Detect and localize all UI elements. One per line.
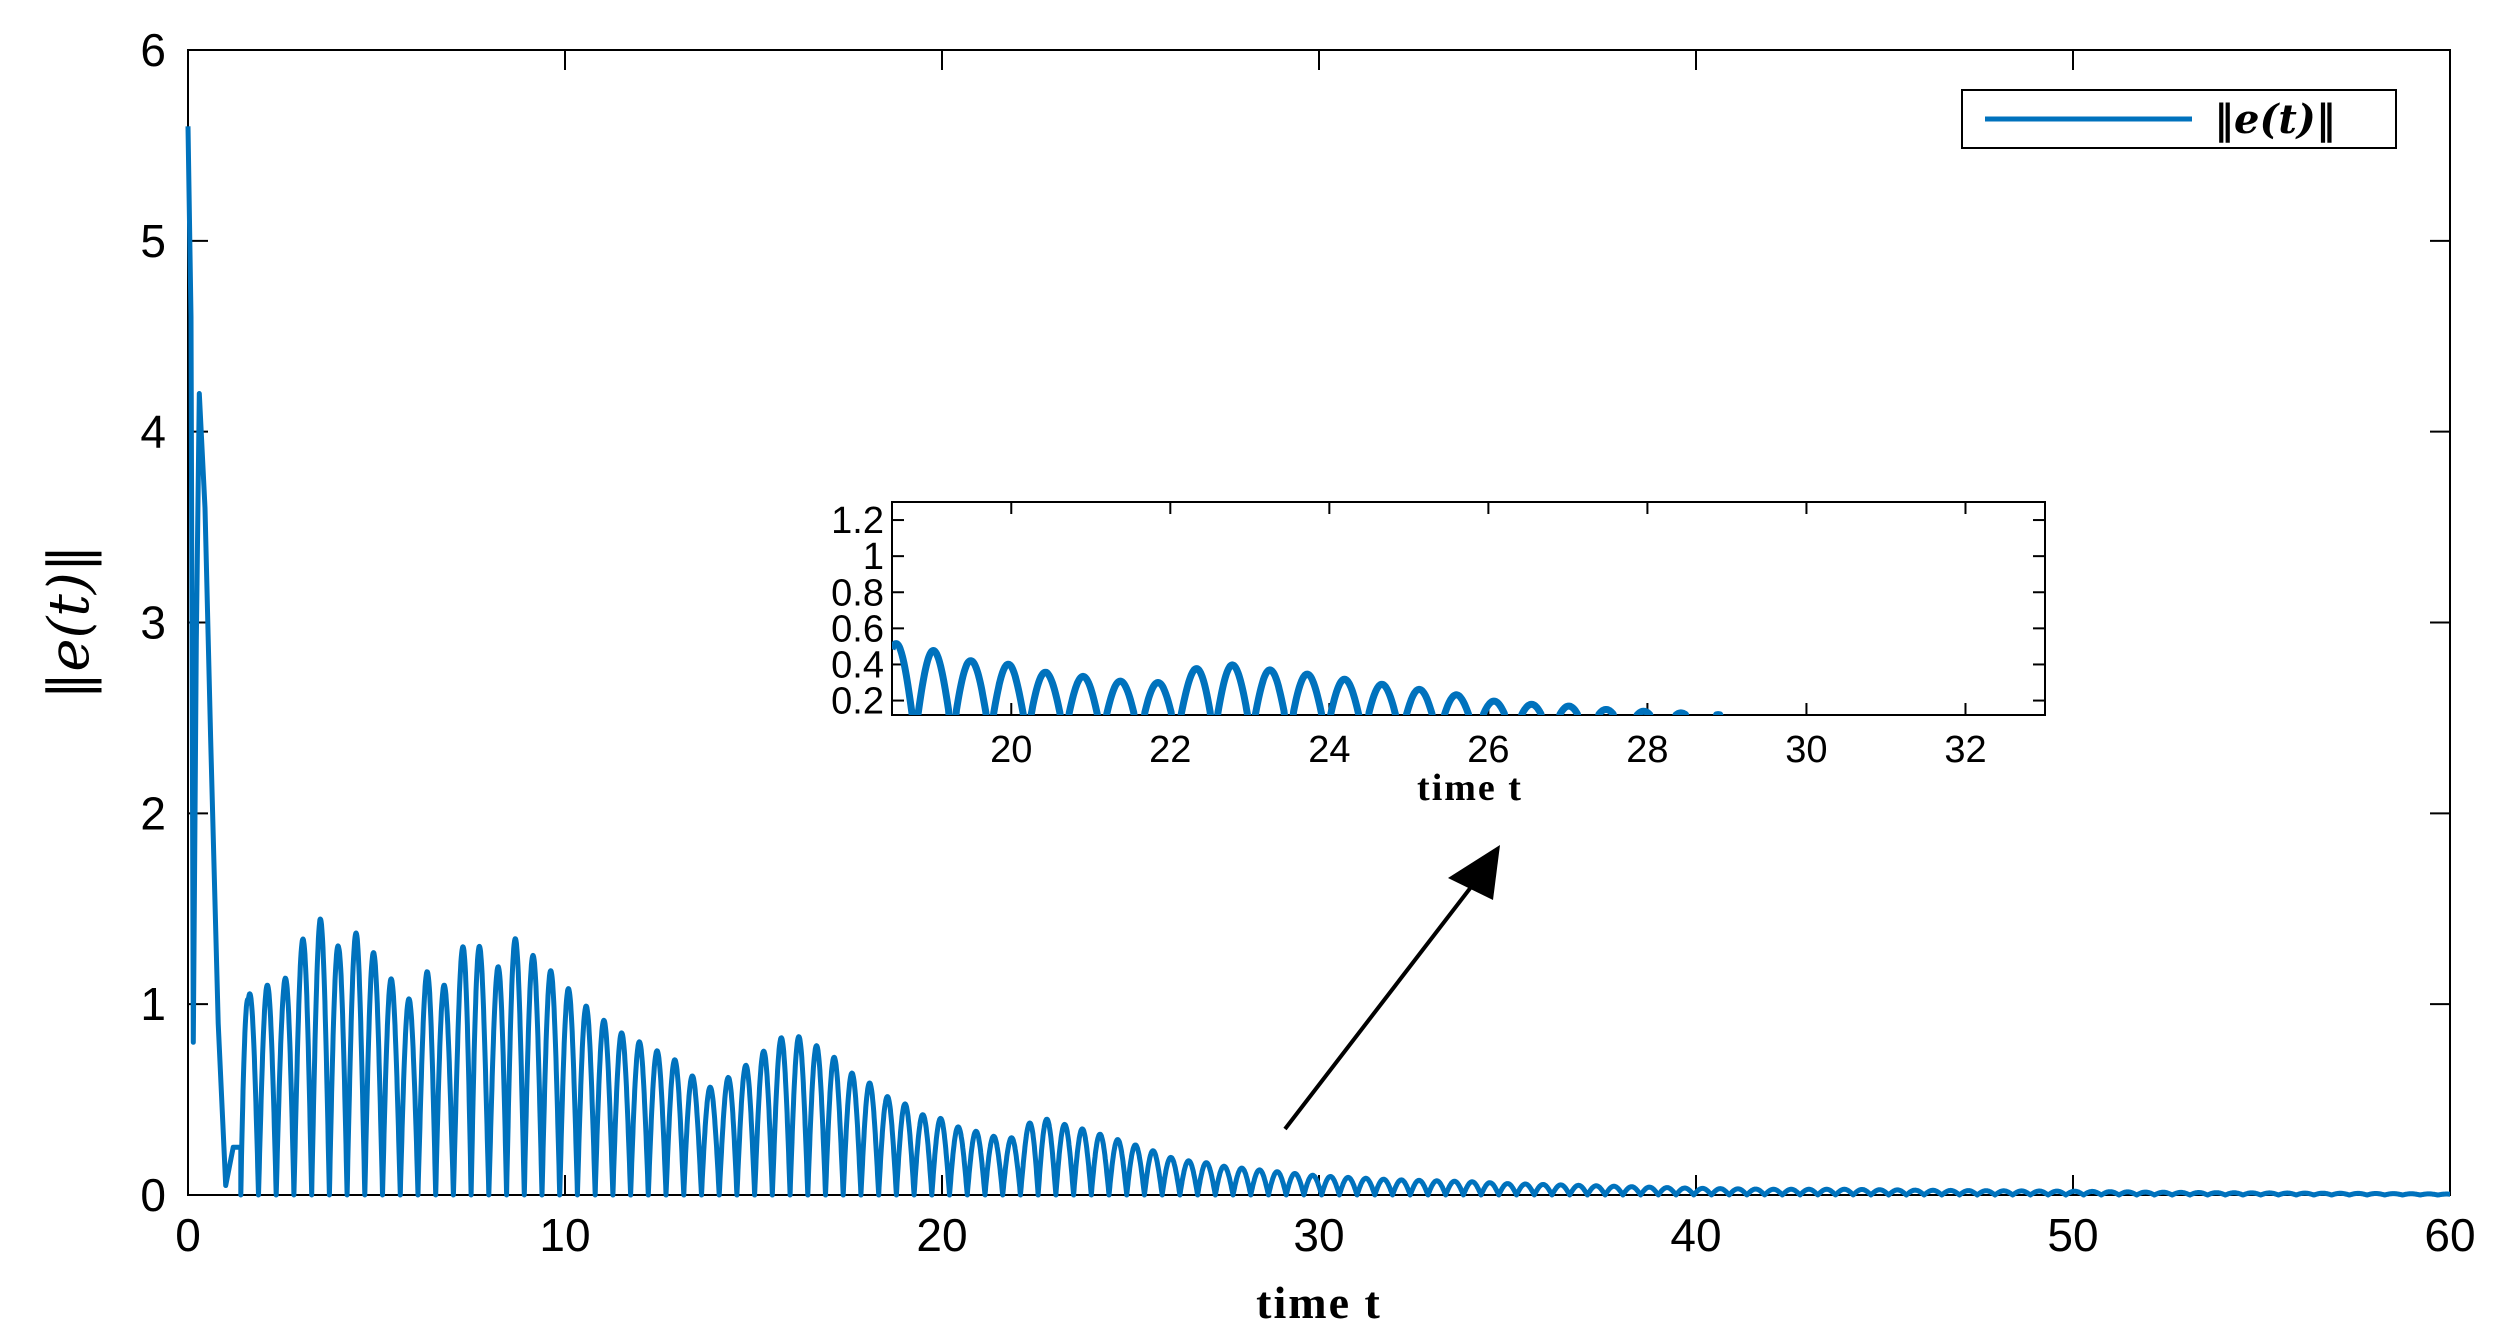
inset-x-tick-label: 20 bbox=[990, 729, 1032, 771]
zoom-arrow bbox=[1283, 845, 1500, 1131]
inset-y-tick-label: 0.8 bbox=[831, 572, 884, 614]
inset-y-tick-label: 0.6 bbox=[831, 608, 884, 650]
y-tick-label: 5 bbox=[140, 215, 166, 267]
x-tick-label: 60 bbox=[2424, 1209, 2475, 1261]
inset-y-ticks: 0.20.40.60.811.2 bbox=[831, 500, 2045, 723]
x-tick-label: 50 bbox=[2047, 1209, 2098, 1261]
inset-x-tick-label: 22 bbox=[1149, 729, 1191, 771]
arrow-head bbox=[1448, 845, 1500, 900]
inset-x-tick-label: 26 bbox=[1467, 729, 1509, 771]
inset-y-tick-label: 0.2 bbox=[831, 681, 884, 723]
inset-x-tick-label: 30 bbox=[1785, 729, 1827, 771]
inset-plot-frame bbox=[891, 501, 2046, 716]
arrow-shaft bbox=[1283, 876, 1480, 1131]
x-tick-label: 0 bbox=[175, 1209, 201, 1261]
x-tick-label: 30 bbox=[1293, 1209, 1344, 1261]
main-y-ticks: 0 1 2 3 4 5 6 bbox=[140, 24, 2450, 1221]
y-tick-label: 1 bbox=[140, 978, 166, 1030]
inset-x-ticks: 20 22 24 26 28 30 32 bbox=[990, 502, 1987, 771]
x-tick-label: 10 bbox=[539, 1209, 590, 1261]
inset-x-tick-label: 28 bbox=[1626, 729, 1668, 771]
x-axis-label: time t bbox=[1256, 1277, 1382, 1328]
main-x-ticks: 0 10 20 30 40 50 60 bbox=[175, 50, 2476, 1261]
main-plot: 0 10 20 30 40 50 60 0 1 2 3 4 5 6 time t ‖e(t)‖ bbox=[37, 24, 2476, 1328]
legend: ‖e(t)‖ bbox=[1961, 89, 2397, 149]
inset-x-tick-label: 32 bbox=[1944, 729, 1986, 771]
y-tick-label: 0 bbox=[140, 1169, 166, 1221]
inset-x-axis-label: time t bbox=[1417, 767, 1523, 809]
inset-y-tick-label: 0.4 bbox=[831, 644, 884, 686]
x-tick-label: 40 bbox=[1670, 1209, 1721, 1261]
y-axis-label: ‖e(t)‖ bbox=[37, 544, 102, 699]
y-tick-label: 6 bbox=[140, 24, 166, 76]
inset-plot: 20 22 24 26 28 30 32 0.20.40.60.811.2 time t bbox=[831, 500, 2046, 809]
inset-x-tick-label: 24 bbox=[1308, 729, 1350, 771]
series-line-e-norm bbox=[185, 126, 2453, 1198]
inset-y-tick-label: 1.2 bbox=[831, 500, 884, 542]
y-tick-label: 2 bbox=[140, 787, 166, 839]
inset-y-tick-label: 1 bbox=[863, 536, 884, 578]
y-tick-label: 3 bbox=[140, 597, 166, 649]
x-tick-label: 20 bbox=[916, 1209, 967, 1261]
inset-series-line bbox=[892, 640, 1724, 715]
y-tick-label: 4 bbox=[140, 406, 166, 458]
legend-label: ‖e(t)‖ bbox=[2214, 96, 2336, 143]
